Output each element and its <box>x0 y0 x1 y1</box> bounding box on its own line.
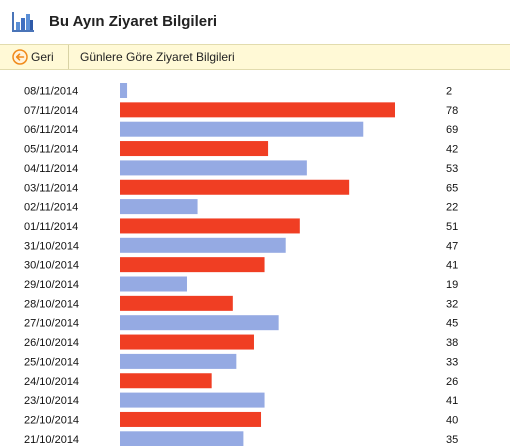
value-label: 65 <box>446 182 458 194</box>
value-label: 38 <box>446 337 458 349</box>
category-label: 01/11/2014 <box>24 221 78 233</box>
category-label: 02/11/2014 <box>24 202 78 214</box>
value-label: 53 <box>446 163 458 175</box>
bar <box>120 218 300 234</box>
value-label: 42 <box>446 144 458 156</box>
category-label: 08/11/2014 <box>24 86 78 98</box>
category-label: 04/11/2014 <box>24 163 78 175</box>
value-label: 41 <box>446 260 458 272</box>
bar <box>120 334 254 350</box>
bar <box>120 315 279 331</box>
value-label: 69 <box>446 124 458 136</box>
value-label: 51 <box>446 221 458 233</box>
back-button[interactable]: Geri <box>0 45 68 69</box>
page-header: Bu Ayın Ziyaret Bilgileri <box>0 0 510 44</box>
category-label: 07/11/2014 <box>24 105 78 117</box>
category-label: 24/10/2014 <box>24 376 79 388</box>
value-label: 45 <box>446 318 458 330</box>
category-label: 31/10/2014 <box>24 240 79 252</box>
back-button-label: Geri <box>31 50 54 64</box>
value-label: 40 <box>446 414 458 426</box>
bar <box>120 373 212 389</box>
section-subtitle: Günlere Göre Ziyaret Bilgileri <box>80 50 235 64</box>
visits-bar-chart: 08/11/2014 2 07/11/2014 78 06/11/2014 69 05/11… <box>24 83 458 446</box>
bar <box>120 141 269 157</box>
value-label: 78 <box>446 105 458 117</box>
value-label: 35 <box>446 434 458 446</box>
category-label: 21/10/2014 <box>24 434 79 446</box>
value-label: 41 <box>446 395 458 407</box>
category-label: 26/10/2014 <box>24 337 79 349</box>
value-label: 26 <box>446 376 458 388</box>
bar <box>120 199 198 215</box>
bar <box>120 276 187 292</box>
category-label: 03/11/2014 <box>24 182 78 194</box>
category-label: 25/10/2014 <box>24 356 79 368</box>
bar <box>120 102 395 118</box>
category-label: 22/10/2014 <box>24 414 79 426</box>
value-label: 47 <box>446 240 458 252</box>
bar <box>120 160 307 176</box>
value-label: 32 <box>446 298 458 310</box>
category-label: 06/11/2014 <box>24 124 78 136</box>
bar <box>120 431 244 446</box>
bar <box>120 295 233 311</box>
toolbar-divider <box>68 45 69 69</box>
value-label: 33 <box>446 356 458 368</box>
category-label: 27/10/2014 <box>24 318 79 330</box>
bar <box>120 121 364 137</box>
category-label: 05/11/2014 <box>24 144 78 156</box>
value-label: 19 <box>446 279 458 291</box>
category-label: 23/10/2014 <box>24 395 79 407</box>
value-label: 2 <box>446 86 452 98</box>
back-arrow-icon <box>12 49 28 65</box>
bar <box>120 353 237 369</box>
bar-chart-icon <box>12 12 34 32</box>
bar <box>120 392 265 408</box>
bar <box>120 83 128 98</box>
category-label: 29/10/2014 <box>24 279 79 291</box>
bar <box>120 179 350 195</box>
bar <box>120 257 265 273</box>
category-label: 30/10/2014 <box>24 260 79 272</box>
page-title: Bu Ayın Ziyaret Bilgileri <box>49 13 218 30</box>
toolbar: Geri Günlere Göre Ziyaret Bilgileri <box>0 44 510 70</box>
bar <box>120 411 262 427</box>
category-label: 28/10/2014 <box>24 298 79 310</box>
bar <box>120 237 286 253</box>
value-label: 22 <box>446 202 458 214</box>
